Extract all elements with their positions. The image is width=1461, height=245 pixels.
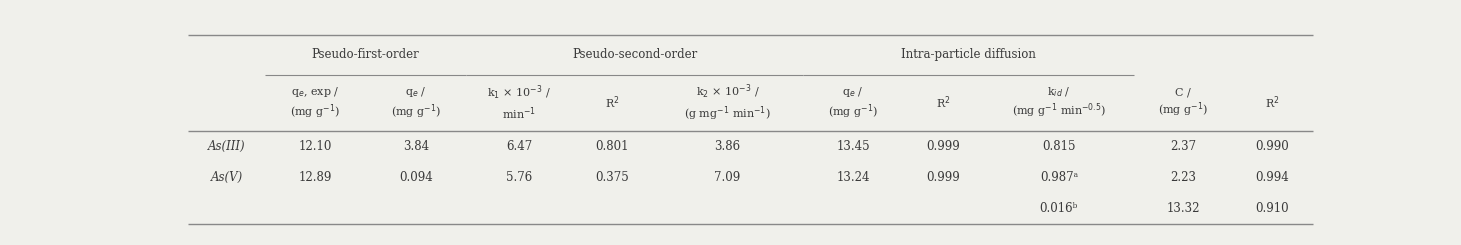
Text: R$^2$: R$^2$ [937, 95, 951, 111]
Text: Pseudo-first-order: Pseudo-first-order [311, 48, 419, 61]
Text: k$_{id}$ /
(mg g$^{-1}$ min$^{-0.5}$): k$_{id}$ / (mg g$^{-1}$ min$^{-0.5}$) [1012, 86, 1106, 120]
Text: 0.375: 0.375 [595, 171, 630, 184]
Text: 0.999: 0.999 [926, 140, 960, 153]
Text: q$_e$, exp /
(mg g$^{-1}$): q$_e$, exp / (mg g$^{-1}$) [291, 85, 340, 121]
Text: 3.86: 3.86 [714, 140, 741, 153]
Text: As(V): As(V) [210, 171, 243, 184]
Text: k$_2$ × 10$^{-3}$ /
(g mg$^{-1}$ min$^{-1}$): k$_2$ × 10$^{-3}$ / (g mg$^{-1}$ min$^{-… [684, 83, 771, 123]
Text: 6.47: 6.47 [506, 140, 532, 153]
Text: C /
(mg g$^{-1}$): C / (mg g$^{-1}$) [1159, 87, 1208, 119]
Text: 2.37: 2.37 [1170, 140, 1197, 153]
Text: 0.801: 0.801 [596, 140, 628, 153]
Text: 13.24: 13.24 [836, 171, 869, 184]
Text: 13.32: 13.32 [1166, 202, 1199, 215]
Text: 0.094: 0.094 [399, 171, 432, 184]
Text: R$^2$: R$^2$ [1265, 95, 1280, 111]
Text: Pseudo-second-order: Pseudo-second-order [571, 48, 697, 61]
Text: q$_e$ /
(mg g$^{-1}$): q$_e$ / (mg g$^{-1}$) [828, 85, 878, 121]
Text: 0.994: 0.994 [1255, 171, 1290, 184]
Text: As(III): As(III) [207, 140, 245, 153]
Text: 0.910: 0.910 [1255, 202, 1289, 215]
Text: 12.10: 12.10 [300, 140, 332, 153]
Text: 0.999: 0.999 [926, 171, 960, 184]
Text: 2.23: 2.23 [1170, 171, 1197, 184]
Text: 7.09: 7.09 [714, 171, 741, 184]
Text: Intra-particle diffusion: Intra-particle diffusion [901, 48, 1036, 61]
Text: 0.990: 0.990 [1255, 140, 1290, 153]
Text: 5.76: 5.76 [506, 171, 532, 184]
Text: k$_1$ × 10$^{-3}$ /
min$^{-1}$: k$_1$ × 10$^{-3}$ / min$^{-1}$ [487, 84, 551, 122]
Text: 0.987ᵃ: 0.987ᵃ [1040, 171, 1078, 184]
Text: 0.016ᵇ: 0.016ᵇ [1040, 202, 1078, 215]
Text: R$^2$: R$^2$ [605, 95, 619, 111]
Text: q$_e$ /
(mg g$^{-1}$): q$_e$ / (mg g$^{-1}$) [390, 85, 441, 121]
Text: 13.45: 13.45 [836, 140, 869, 153]
Text: 3.84: 3.84 [403, 140, 430, 153]
Text: 0.815: 0.815 [1042, 140, 1075, 153]
Text: 12.89: 12.89 [300, 171, 332, 184]
